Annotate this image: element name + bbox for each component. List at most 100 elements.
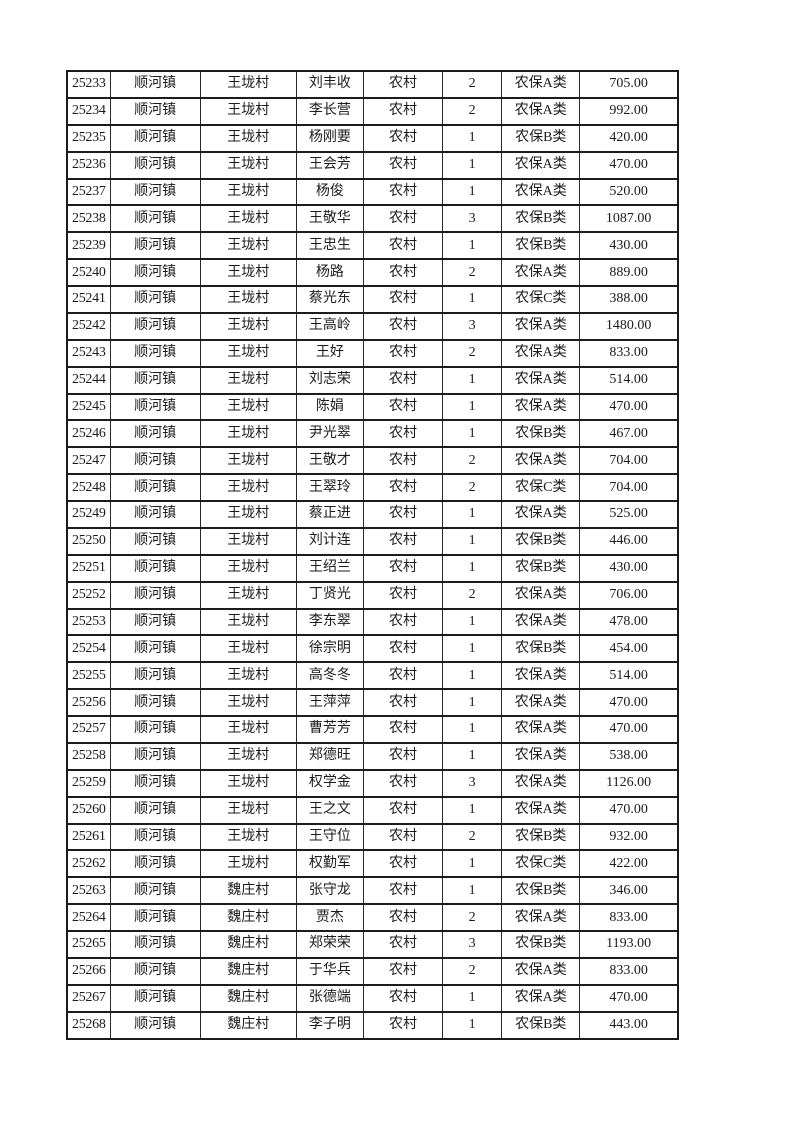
cell-person-count: 1 xyxy=(442,553,503,583)
cell-amount: 1126.00 xyxy=(579,768,679,798)
cell-insurance-category: 农保A类 xyxy=(501,70,581,99)
cell-amount: 470.00 xyxy=(579,688,679,717)
table-row: 25258 顺河镇 王垅村 郑德旺 农村 1 农保A类 538.00 xyxy=(66,741,679,771)
table-row: 25240 顺河镇 王垅村 杨路 农村 2 农保A类 889.00 xyxy=(66,258,679,287)
cell-serial-number: 25266 xyxy=(66,956,111,986)
cell-amount: 833.00 xyxy=(579,903,679,932)
cell-residence-type: 农村 xyxy=(362,956,444,986)
cell-village: 王垅村 xyxy=(199,715,297,744)
cell-village: 王垅村 xyxy=(199,473,297,502)
cell-person-name: 张守龙 xyxy=(295,876,364,906)
cell-town: 顺河镇 xyxy=(109,123,201,153)
cell-insurance-category: 农保A类 xyxy=(501,311,581,341)
cell-village: 魏庄村 xyxy=(199,956,297,986)
cell-insurance-category: 农保B类 xyxy=(501,231,581,261)
cell-insurance-category: 农保A类 xyxy=(501,446,581,476)
table-row: 25244 顺河镇 王垅村 刘志荣 农村 1 农保A类 514.00 xyxy=(66,365,679,395)
cell-insurance-category: 农保A类 xyxy=(501,365,581,395)
cell-person-count: 1 xyxy=(442,500,503,529)
cell-amount: 1193.00 xyxy=(579,930,679,959)
cell-person-name: 贾杰 xyxy=(295,903,364,932)
cell-residence-type: 农村 xyxy=(362,580,444,610)
cell-insurance-category: 农保A类 xyxy=(501,715,581,744)
cell-serial-number: 25256 xyxy=(66,688,111,717)
cell-town: 顺河镇 xyxy=(109,285,201,314)
cell-insurance-category: 农保C类 xyxy=(501,285,581,314)
cell-serial-number: 25246 xyxy=(66,419,111,449)
cell-village: 王垅村 xyxy=(199,849,297,879)
cell-village: 王垅村 xyxy=(199,96,297,126)
cell-insurance-category: 农保C类 xyxy=(501,849,581,879)
cell-serial-number: 25233 xyxy=(66,70,111,99)
cell-person-name: 蔡正进 xyxy=(295,500,364,529)
cell-serial-number: 25239 xyxy=(66,231,111,261)
cell-residence-type: 农村 xyxy=(362,876,444,906)
cell-village: 王垅村 xyxy=(199,70,297,99)
cell-insurance-category: 农保A类 xyxy=(501,500,581,529)
cell-person-count: 1 xyxy=(442,1010,503,1041)
cell-serial-number: 25237 xyxy=(66,177,111,207)
cell-amount: 454.00 xyxy=(579,634,679,664)
cell-residence-type: 农村 xyxy=(362,849,444,879)
cell-person-count: 1 xyxy=(442,231,503,261)
table-row: 25241 顺河镇 王垅村 蔡光东 农村 1 农保C类 388.00 xyxy=(66,285,679,314)
cell-amount: 706.00 xyxy=(579,580,679,610)
cell-amount: 430.00 xyxy=(579,231,679,261)
cell-residence-type: 农村 xyxy=(362,983,444,1013)
cell-person-name: 李长营 xyxy=(295,96,364,126)
cell-amount: 470.00 xyxy=(579,150,679,180)
cell-serial-number: 25267 xyxy=(66,983,111,1013)
cell-village: 王垅村 xyxy=(199,338,297,368)
table-row: 25235 顺河镇 王垅村 杨刚要 农村 1 农保B类 420.00 xyxy=(66,123,679,153)
cell-insurance-category: 农保B类 xyxy=(501,876,581,906)
cell-person-count: 2 xyxy=(442,446,503,476)
cell-person-count: 1 xyxy=(442,849,503,879)
cell-person-count: 3 xyxy=(442,204,503,234)
cell-person-name: 郑德旺 xyxy=(295,741,364,771)
cell-person-name: 尹光翠 xyxy=(295,419,364,449)
cell-serial-number: 25243 xyxy=(66,338,111,368)
cell-residence-type: 农村 xyxy=(362,930,444,959)
cell-serial-number: 25260 xyxy=(66,795,111,825)
cell-serial-number: 25265 xyxy=(66,930,111,959)
cell-village: 王垅村 xyxy=(199,822,297,852)
table-row: 25246 顺河镇 王垅村 尹光翠 农村 1 农保B类 467.00 xyxy=(66,419,679,449)
cell-serial-number: 25238 xyxy=(66,204,111,234)
cell-person-count: 2 xyxy=(442,96,503,126)
cell-person-name: 张德端 xyxy=(295,983,364,1013)
cell-person-count: 1 xyxy=(442,150,503,180)
cell-amount: 420.00 xyxy=(579,123,679,153)
cell-town: 顺河镇 xyxy=(109,1010,201,1041)
cell-residence-type: 农村 xyxy=(362,392,444,422)
cell-village: 王垅村 xyxy=(199,553,297,583)
cell-town: 顺河镇 xyxy=(109,473,201,502)
cell-town: 顺河镇 xyxy=(109,392,201,422)
cell-insurance-category: 农保B类 xyxy=(501,123,581,153)
cell-residence-type: 农村 xyxy=(362,231,444,261)
cell-insurance-category: 农保A类 xyxy=(501,150,581,180)
cell-amount: 525.00 xyxy=(579,500,679,529)
cell-person-count: 1 xyxy=(442,634,503,664)
cell-person-count: 1 xyxy=(442,688,503,717)
cell-village: 王垅村 xyxy=(199,311,297,341)
cell-person-count: 2 xyxy=(442,822,503,852)
cell-person-name: 刘志荣 xyxy=(295,365,364,395)
cell-serial-number: 25268 xyxy=(66,1010,111,1041)
cell-amount: 1087.00 xyxy=(579,204,679,234)
cell-village: 王垅村 xyxy=(199,768,297,798)
cell-residence-type: 农村 xyxy=(362,365,444,395)
cell-person-name: 于华兵 xyxy=(295,956,364,986)
table-row: 25247 顺河镇 王垅村 王敬才 农村 2 农保A类 704.00 xyxy=(66,446,679,476)
cell-residence-type: 农村 xyxy=(362,661,444,691)
cell-amount: 388.00 xyxy=(579,285,679,314)
cell-town: 顺河镇 xyxy=(109,930,201,959)
cell-person-name: 王高岭 xyxy=(295,311,364,341)
cell-residence-type: 农村 xyxy=(362,338,444,368)
cell-person-count: 2 xyxy=(442,903,503,932)
cell-insurance-category: 农保A类 xyxy=(501,580,581,610)
cell-serial-number: 25252 xyxy=(66,580,111,610)
cell-serial-number: 25235 xyxy=(66,123,111,153)
cell-amount: 346.00 xyxy=(579,876,679,906)
cell-person-name: 李东翠 xyxy=(295,607,364,637)
cell-person-count: 1 xyxy=(442,285,503,314)
